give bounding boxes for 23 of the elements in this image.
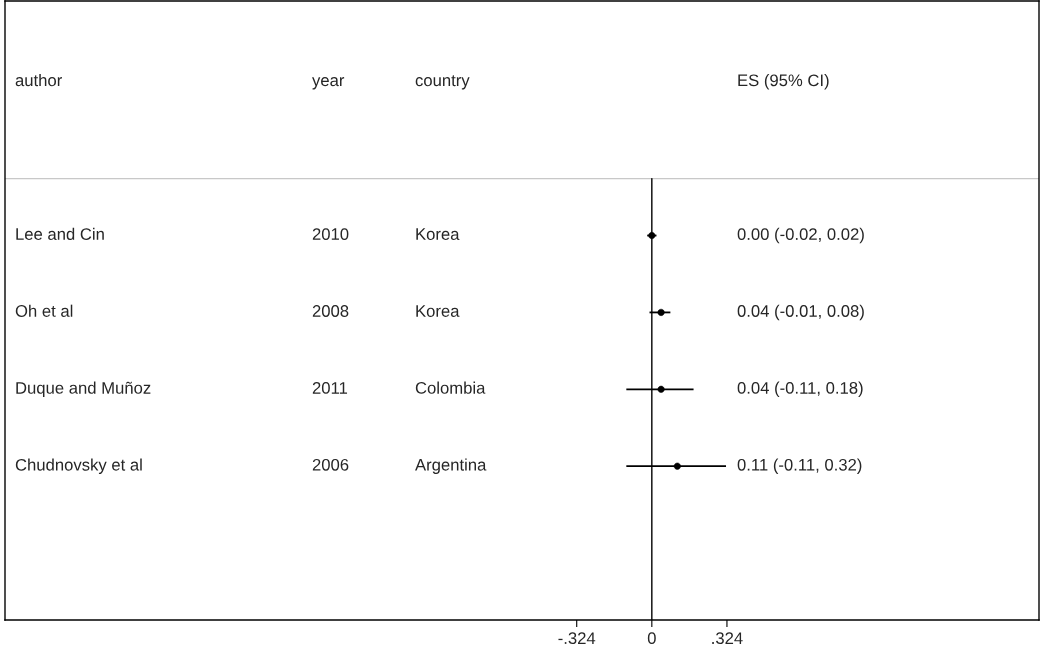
x-tick-label: 0 <box>647 632 656 645</box>
text: year <box>312 77 345 90</box>
annotation: 2006 <box>312 458 349 471</box>
annotation: 0.04 (-0.01, 0.08) <box>737 304 864 321</box>
text: author <box>15 73 62 87</box>
y-tick-label: Chudnovsky et al <box>15 458 142 474</box>
annotation: 2008 <box>312 305 349 317</box>
x-tick-label: .324 <box>712 632 743 645</box>
text: ES (95% CI) <box>738 73 829 90</box>
y-tick-label: Duque and Muñoz <box>16 381 151 398</box>
text: country <box>415 75 470 90</box>
annotation: 0.11 (-0.11, 0.32) <box>737 458 862 474</box>
annotation: Argentina <box>415 458 487 474</box>
x-tick-label: -.324 <box>558 632 596 645</box>
annotation: Korea <box>416 228 460 240</box>
annotation: 2011 <box>312 381 348 394</box>
annotation: Colombia <box>415 381 486 394</box>
annotation: 2010 <box>312 228 349 240</box>
y-tick-label: Oh et al <box>15 304 73 317</box>
y-tick-label: Lee and Cin <box>16 227 104 240</box>
annotation: 0.04 (-0.11, 0.18) <box>737 381 863 398</box>
annotation: 0.00 (-0.02, 0.02) <box>737 227 864 244</box>
annotation: Korea <box>416 305 460 317</box>
